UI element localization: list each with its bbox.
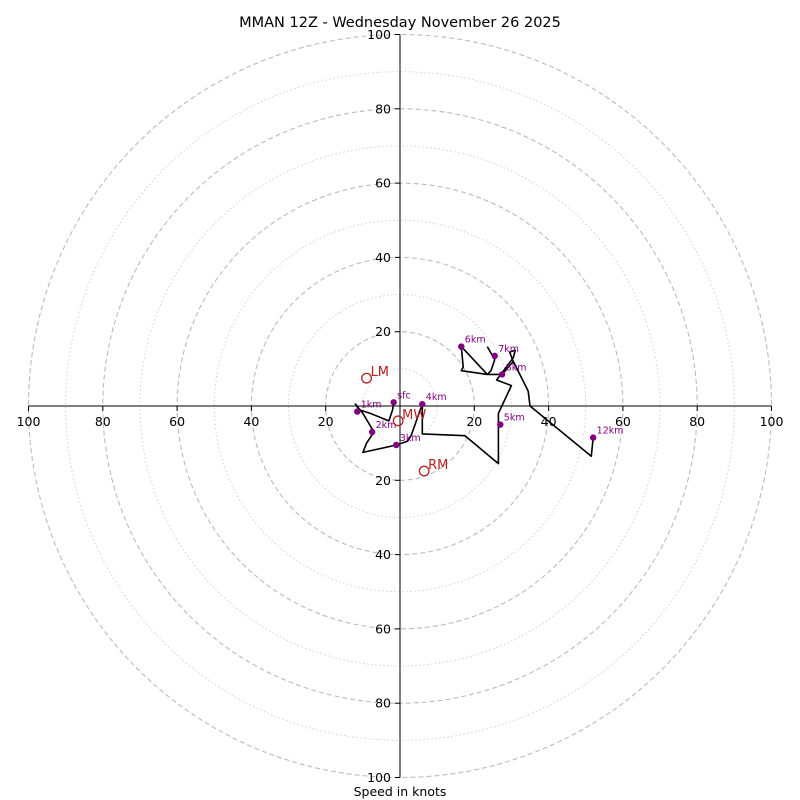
- level-marker-1km: [354, 408, 361, 415]
- level-label-sfc: sfc: [397, 390, 411, 401]
- x-tick-label-left: 20: [318, 414, 334, 429]
- level-marker-12km: [589, 434, 597, 441]
- storm-motion-layer: LM MW RM: [361, 365, 448, 477]
- x-tick-label-right: 60: [615, 414, 631, 429]
- storm-motion-label-mw: MW: [402, 408, 426, 423]
- y-tick-label-top: 60: [375, 176, 391, 191]
- level-marker-sfc: [390, 399, 397, 406]
- level-label-3km: 3km: [400, 433, 421, 444]
- y-tick-label-bottom: 40: [375, 547, 391, 562]
- level-marker-3km: [393, 441, 400, 449]
- x-tick-label-left: 80: [95, 414, 111, 429]
- level-marker-4km: [419, 400, 426, 408]
- y-tick-label-top: 40: [375, 250, 391, 265]
- level-label-4km: 4km: [426, 392, 447, 403]
- hodograph-axes: [28, 34, 772, 778]
- y-tick-label-bottom: 80: [375, 696, 391, 711]
- level-marker-8km: [498, 371, 506, 378]
- x-tick-label-left: 100: [17, 414, 41, 429]
- storm-motion-marker-mw: [392, 415, 404, 427]
- storm-motion-marker-lm: [361, 372, 373, 384]
- wind-trace-line: [354, 345, 595, 465]
- level-marker-7km: [491, 352, 498, 360]
- y-tick-label-bottom: 100: [367, 770, 391, 785]
- storm-motion-label-rm: RM: [428, 458, 448, 473]
- x-tick-label-left: 40: [243, 414, 259, 429]
- y-tick-label-bottom: 60: [375, 621, 391, 636]
- level-label-6km: 6km: [465, 335, 486, 346]
- level-marker-5km: [497, 421, 504, 428]
- level-marker-6km: [458, 343, 465, 350]
- x-tick-label-left: 60: [169, 414, 185, 429]
- level-label-8km: 8km: [506, 362, 527, 373]
- y-tick-label-top: 20: [375, 324, 391, 339]
- level-label-1km: 1km: [361, 400, 382, 411]
- level-label-12km: 12km: [597, 426, 624, 437]
- level-marker-2km: [368, 428, 376, 436]
- level-label-7km: 7km: [498, 344, 519, 355]
- storm-motion-label-lm: LM: [371, 365, 389, 380]
- storm-motion-marker-rm: [418, 465, 430, 477]
- x-tick-label-right: 20: [466, 414, 482, 429]
- level-label-2km: 2km: [376, 420, 397, 431]
- y-tick-label-top: 80: [375, 101, 391, 116]
- x-tick-label-right: 100: [760, 414, 784, 429]
- chart-title: MMAN 12Z - Wednesday November 26 2025: [239, 15, 561, 31]
- x-tick-label-right: 80: [689, 414, 705, 429]
- x-axis-label: Speed in knots: [354, 784, 447, 799]
- y-tick-label-bottom: 20: [375, 473, 391, 488]
- y-tick-label-top: 100: [367, 27, 391, 42]
- level-label-5km: 5km: [504, 413, 525, 424]
- wind-trace-layer: [354, 345, 595, 465]
